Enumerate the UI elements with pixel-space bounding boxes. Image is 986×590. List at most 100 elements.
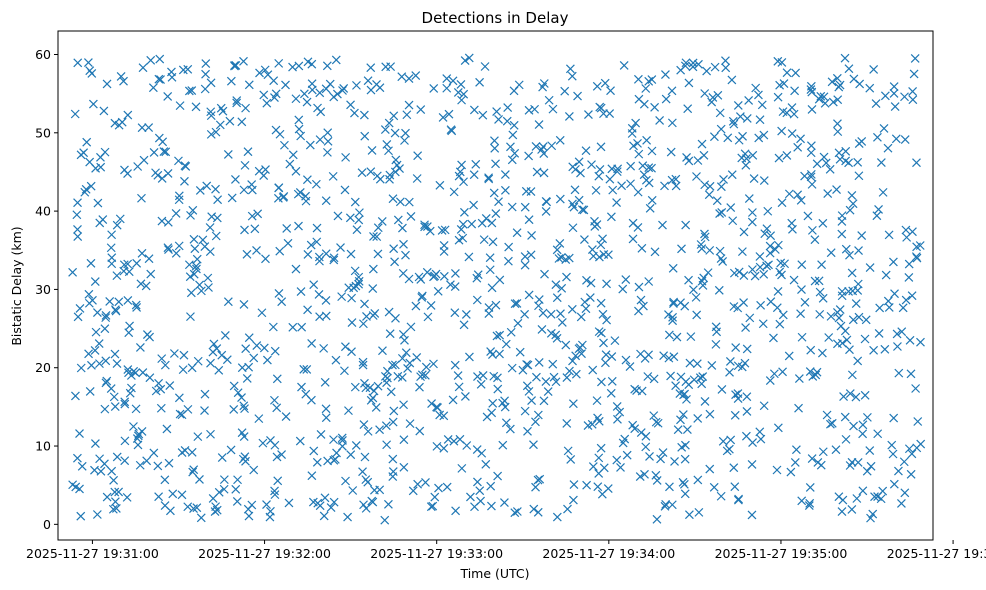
scatter-point (275, 246, 285, 256)
scatter-point (634, 282, 644, 292)
scatter-point (494, 115, 503, 124)
scatter-point (315, 312, 325, 322)
scatter-point (453, 371, 463, 381)
scatter-point (380, 515, 390, 525)
scatter-point (806, 85, 816, 94)
scatter-point (101, 356, 111, 366)
scatter-point (700, 232, 710, 242)
scatter-point (171, 248, 181, 258)
scatter-point (240, 225, 249, 235)
scatter-point (906, 469, 916, 479)
scatter-point (832, 73, 842, 83)
scatter-point (326, 503, 336, 512)
scatter-point (392, 160, 402, 170)
scatter-point (108, 504, 118, 514)
scatter-point (680, 440, 690, 450)
scatter-point (476, 379, 486, 389)
scatter-point (239, 401, 249, 411)
scatter-point (107, 230, 117, 240)
scatter-point (429, 359, 438, 369)
scatter-point (573, 91, 582, 101)
scatter-point (399, 239, 408, 249)
scatter-point (644, 76, 654, 86)
scatter-point (765, 376, 775, 386)
markers-layer (68, 53, 926, 525)
scatter-point (354, 279, 364, 289)
scatter-point (790, 458, 800, 467)
scatter-point (755, 115, 765, 125)
scatter-point (764, 260, 773, 270)
scatter-point (684, 510, 694, 520)
scatter-point (305, 140, 315, 150)
scatter-point (261, 165, 270, 174)
scatter-point (807, 179, 817, 189)
scatter-point (605, 109, 615, 119)
scatter-point (763, 206, 773, 216)
scatter-point (315, 256, 324, 266)
scatter-point (153, 170, 163, 180)
scatter-point (493, 471, 503, 481)
scatter-point (858, 429, 868, 439)
scatter-point (212, 344, 222, 354)
scatter-point (484, 173, 493, 183)
scatter-point (241, 344, 251, 354)
scatter-point (692, 310, 702, 320)
scatter-point (370, 309, 380, 318)
scatter-point (533, 507, 543, 517)
scatter-point (242, 249, 252, 259)
scatter-point (241, 103, 250, 113)
scatter-point (83, 58, 93, 67)
scatter-point (769, 369, 779, 379)
scatter-point (423, 312, 433, 322)
scatter-point (700, 89, 710, 98)
scatter-point (658, 220, 667, 230)
scatter-point (594, 453, 604, 463)
scatter-point (358, 467, 367, 477)
scatter-point (211, 127, 221, 137)
scatter-point (718, 436, 728, 446)
scatter-point (313, 498, 323, 508)
scatter-point (682, 394, 691, 404)
scatter-point (841, 434, 851, 444)
scatter-point (596, 298, 606, 308)
scatter-point (858, 486, 868, 496)
scatter-point (271, 89, 281, 99)
scatter-point (633, 187, 643, 197)
scatter-point (338, 436, 347, 445)
scatter-point (807, 104, 817, 114)
scatter-point (382, 378, 392, 388)
scatter-point (718, 256, 728, 266)
scatter-point (175, 409, 185, 419)
scatter-point (592, 81, 602, 91)
scatter-point (220, 330, 230, 340)
scatter-point (390, 257, 400, 267)
scatter-point (579, 205, 589, 215)
scatter-point (834, 313, 844, 323)
scatter-point (726, 203, 736, 212)
scatter-point (277, 450, 287, 460)
scatter-point (747, 217, 757, 227)
scatter-point (223, 297, 233, 307)
scatter-point (537, 325, 547, 334)
scatter-point (607, 164, 617, 174)
scatter-point (481, 459, 491, 469)
scatter-point (231, 484, 241, 494)
scatter-point (479, 235, 489, 245)
scatter-point (628, 420, 638, 430)
scatter-point (81, 184, 91, 194)
scatter-point (358, 360, 368, 370)
scatter-point (506, 142, 515, 152)
scatter-point (617, 181, 627, 191)
scatter-point (605, 174, 615, 184)
scatter-point (845, 389, 855, 398)
scatter-point (291, 264, 301, 274)
y-tick-label: 30 (35, 282, 51, 297)
scatter-point (814, 276, 824, 286)
scatter-point (908, 87, 918, 96)
scatter-point (520, 260, 530, 270)
scatter-point (398, 330, 408, 339)
scatter-point (165, 506, 175, 516)
y-tick-label: 50 (35, 125, 51, 140)
scatter-point (195, 185, 205, 195)
